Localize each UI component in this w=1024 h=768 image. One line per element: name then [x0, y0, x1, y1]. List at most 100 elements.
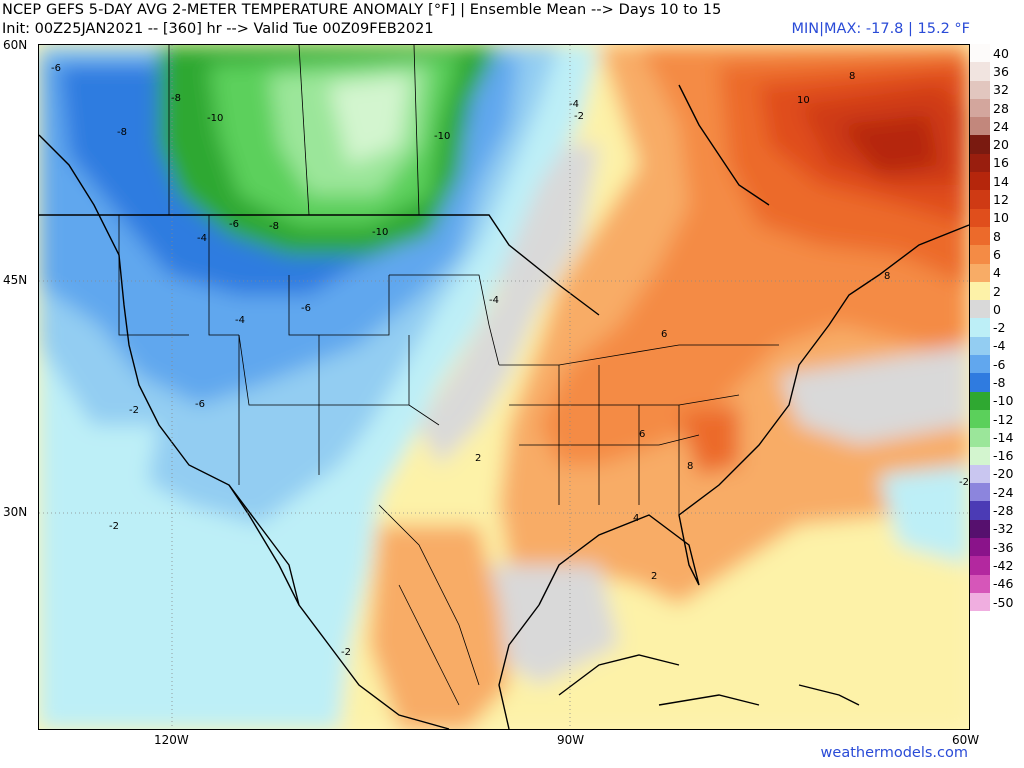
colorbar-swatch: [970, 556, 990, 575]
colorbar-label: -6: [993, 356, 1006, 372]
colorbar-label: -16: [993, 448, 1014, 464]
colorbar-swatch: [970, 281, 990, 301]
colorbar-label: -12: [993, 411, 1014, 427]
colorbar-level: 16: [970, 153, 1024, 173]
contour-label: 6: [661, 329, 667, 340]
colorbar-label: -32: [993, 521, 1014, 537]
contour-label: -10: [372, 227, 388, 238]
colorbar-label: 6: [993, 246, 1001, 262]
colorbar-label: -46: [993, 576, 1014, 592]
colorbar-label: 20: [993, 137, 1009, 153]
colorbar-level: 12: [970, 190, 1024, 209]
contour-label: -4: [569, 99, 579, 110]
init-valid-time: Init: 00Z25JAN2021 -- [360] hr --> Valid…: [2, 21, 434, 37]
contour-label: -8: [269, 221, 279, 232]
colorbar-level: -12: [970, 409, 1024, 429]
colorbar-swatch: [970, 208, 990, 227]
colorbar-label: 14: [993, 173, 1009, 189]
lat-label-60n: 60N: [3, 38, 28, 52]
contour-label: 6: [639, 429, 645, 440]
contour-label: -2: [574, 111, 584, 122]
colorbar-level: -24: [970, 483, 1024, 502]
colorbar-label: -8: [993, 374, 1006, 390]
contour-label: 8: [884, 271, 890, 282]
colorbar-label: -24: [993, 484, 1014, 500]
contour-label: -2: [129, 405, 139, 416]
colorbar-label: -42: [993, 557, 1014, 573]
colorbar-swatch: [970, 300, 990, 319]
contour-label: 2: [651, 571, 657, 582]
colorbar-legend: 40 36 32 28 24 20 16 14 12 10 8 6 4 2 0 -2 -4 -6 -8 -10 -12-…: [970, 44, 1024, 612]
map-title: NCEP GEFS 5-DAY AVG 2-METER TEMPERATURE …: [2, 2, 722, 18]
colorbar-level: -8: [970, 373, 1024, 392]
contour-label: -2: [109, 521, 119, 532]
colorbar-label: 32: [993, 82, 1009, 98]
colorbar-swatch: [970, 98, 990, 118]
colorbar-level: 6: [970, 245, 1024, 264]
colorbar-swatch: [970, 135, 990, 154]
contour-label: -6: [51, 63, 61, 74]
colorbar-swatch: [970, 501, 990, 520]
colorbar-level: -28: [970, 501, 1024, 520]
colorbar-level: 36: [970, 62, 1024, 81]
lat-label-30n: 30N: [3, 505, 28, 519]
contour-label: -6: [301, 303, 311, 314]
contour-label: -4: [489, 295, 499, 306]
colorbar-swatch: [970, 409, 990, 429]
contour-label: 2: [475, 453, 481, 464]
contour-label: -4: [235, 315, 245, 326]
colorbar-label: 4: [993, 265, 1001, 281]
colorbar-swatch: [970, 62, 990, 81]
contour-label: 8: [849, 71, 855, 82]
colorbar-level: -10: [970, 391, 1024, 410]
colorbar-label: -50: [993, 594, 1014, 610]
colorbar-swatch: [970, 519, 990, 539]
contour-label: -2: [959, 477, 969, 488]
colorbar-swatch: [970, 464, 990, 484]
colorbar-swatch: [970, 226, 990, 246]
colorbar-level: -32: [970, 519, 1024, 539]
colorbar-level: 14: [970, 172, 1024, 191]
colorbar-swatch: [970, 592, 990, 612]
colorbar-label: 24: [993, 118, 1009, 134]
colorbar-swatch: [970, 318, 990, 337]
contour-label: -10: [207, 113, 223, 124]
colorbar-level: -46: [970, 574, 1024, 593]
credit-watermark: weathermodels.com: [820, 745, 968, 761]
colorbar-label: -2: [993, 320, 1006, 336]
colorbar-swatch: [970, 117, 990, 136]
colorbar-swatch: [970, 80, 990, 99]
colorbar-level: 24: [970, 117, 1024, 136]
lon-label-120w: 120W: [154, 733, 189, 747]
colorbar-level: 10: [970, 208, 1024, 227]
colorbar-swatch: [970, 428, 990, 447]
colorbar-level: 20: [970, 135, 1024, 154]
colorbar-swatch: [970, 538, 990, 557]
colorbar-label: 8: [993, 228, 1001, 244]
colorbar-swatch: [970, 446, 990, 465]
min-max-values: MIN|MAX: -17.8 | 15.2 °F: [791, 21, 970, 37]
temperature-anomaly-map[interactable]: -6 -8 -10 -8 -10 -4 -2 8 10 -6 -8 -4 -10 -6 -4 -4 8 6 -6 -2…: [38, 44, 970, 730]
colorbar-label: 0: [993, 301, 1001, 317]
colorbar-label: -14: [993, 429, 1014, 445]
colorbar-label: -36: [993, 539, 1014, 555]
contour-label: 8: [687, 461, 693, 472]
contour-label: 4: [633, 513, 639, 524]
contour-label: -8: [117, 127, 127, 138]
contour-label: -8: [171, 93, 181, 104]
colorbar-label: -20: [993, 466, 1014, 482]
colorbar-level: -4: [970, 336, 1024, 356]
colorbar-level: -2: [970, 318, 1024, 337]
colorbar-level: 8: [970, 226, 1024, 246]
colorbar-level: -6: [970, 355, 1024, 374]
contour-label: -2: [341, 647, 351, 658]
colorbar-level: 40: [970, 44, 1024, 63]
colorbar-label: -10: [993, 393, 1014, 409]
colorbar-label: 40: [993, 45, 1009, 61]
lon-label-90w: 90W: [557, 733, 585, 747]
colorbar-swatch: [970, 574, 990, 593]
colorbar-swatch: [970, 172, 990, 191]
colorbar-label: -28: [993, 503, 1014, 519]
